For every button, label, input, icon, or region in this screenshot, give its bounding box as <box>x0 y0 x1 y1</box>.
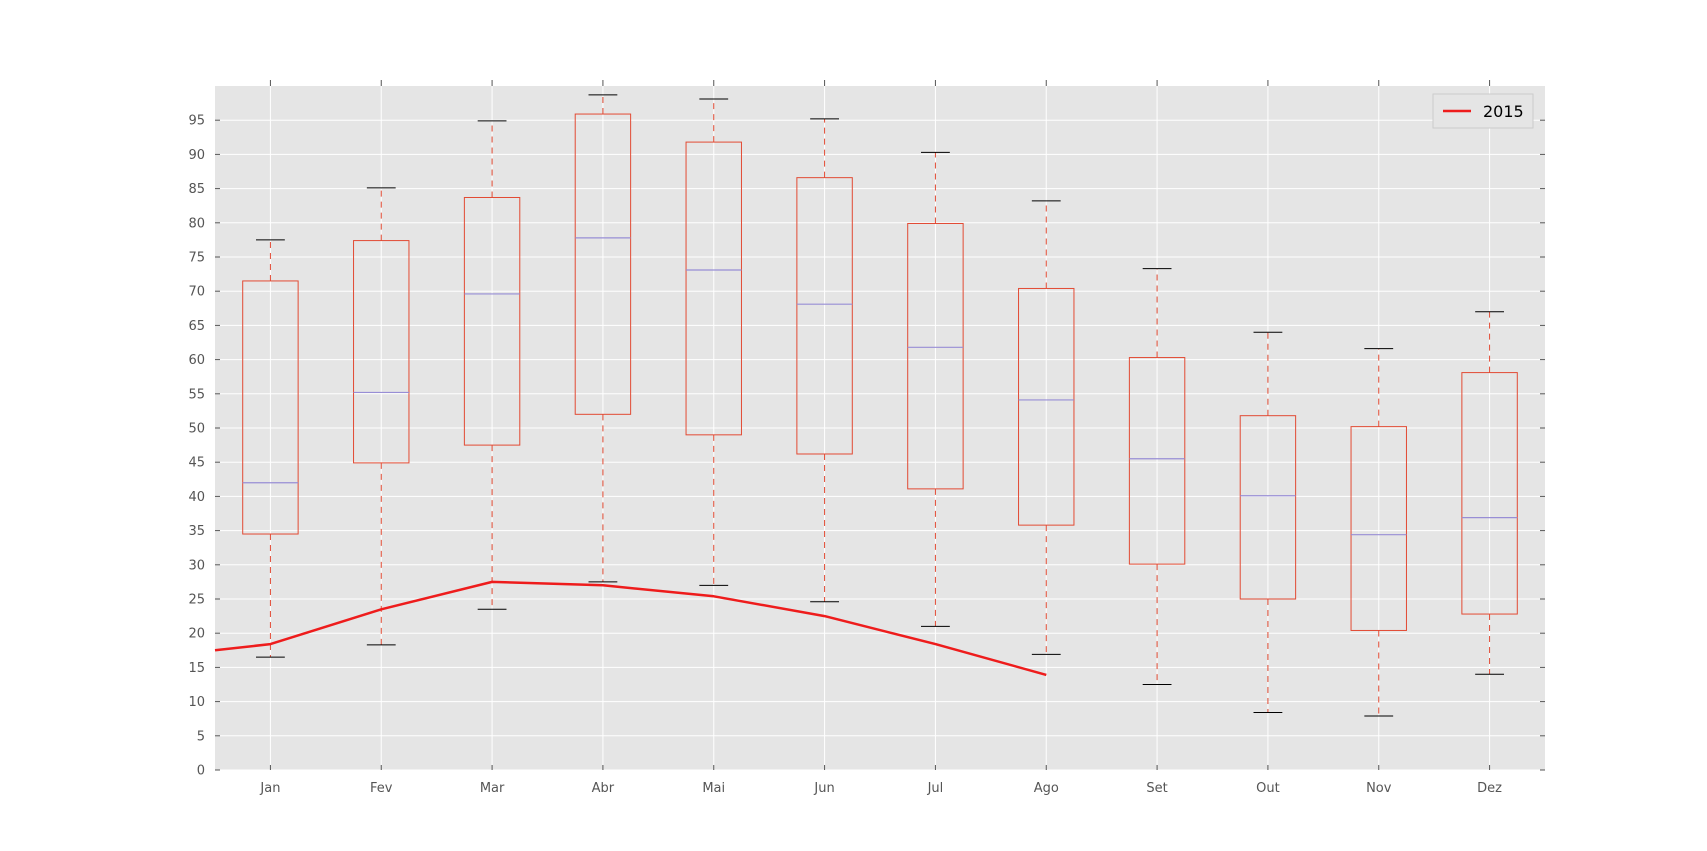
box-Nov <box>1350 348 1407 717</box>
box-Mar <box>463 120 521 610</box>
ytick-label-5: 5 <box>197 729 205 744</box>
grid-lines <box>215 86 1545 771</box>
box-body-Jul <box>907 222 964 490</box>
ytick-label-15: 15 <box>188 661 205 676</box>
box-body-Ago <box>1018 287 1075 526</box>
box-body-Mar <box>463 196 521 446</box>
xtick-label-Mai: Mai <box>702 781 725 796</box>
xtick-label-Jan: Jan <box>259 781 280 796</box>
ytick-label-35: 35 <box>188 524 205 539</box>
xtick-label-Dez: Dez <box>1477 781 1502 796</box>
box-body-Mai <box>685 141 742 436</box>
xtick-label-Jun: Jun <box>813 781 834 796</box>
box-Jan <box>242 239 299 658</box>
box-Jul <box>907 151 964 627</box>
xtick-label-Mar: Mar <box>480 781 505 796</box>
box-Ago <box>1018 200 1075 655</box>
ytick-label-25: 25 <box>188 593 205 608</box>
ytick-label-50: 50 <box>188 422 205 437</box>
box-Dez <box>1461 311 1518 675</box>
box-body-Out <box>1239 415 1297 600</box>
ytick-label-20: 20 <box>188 627 205 642</box>
xtick-label-Out: Out <box>1256 781 1280 796</box>
line-series <box>214 580 1047 677</box>
box-body-Set <box>1128 357 1186 565</box>
box-plots <box>242 94 1518 717</box>
ytick-label-55: 55 <box>188 387 205 402</box>
ytick-label-0: 0 <box>197 764 205 779</box>
box-Jun <box>796 118 853 603</box>
ytick-label-10: 10 <box>188 695 205 710</box>
box-body-Jun <box>796 177 853 455</box>
legend-label-2015: 2015 <box>1483 102 1524 121</box>
axis-ticks: 0 5 10 15 20 25 30 35 40 45 50 55 60 65 70 75 80 85 90 95 Ja… <box>188 80 1545 796</box>
ytick-label-30: 30 <box>188 558 205 573</box>
xtick-label-Fev: Fev <box>370 781 393 796</box>
series-line-2015 <box>214 580 1047 677</box>
xtick-label-Abr: Abr <box>592 781 615 796</box>
ytick-label-60: 60 <box>188 353 205 368</box>
ytick-label-90: 90 <box>188 148 205 163</box>
ytick-label-70: 70 <box>188 285 205 300</box>
box-Mai <box>685 98 742 586</box>
xtick-label-Ago: Ago <box>1034 781 1059 796</box>
ytick-label-45: 45 <box>188 456 205 471</box>
ytick-label-65: 65 <box>188 319 205 334</box>
box-body-Abr <box>574 113 632 415</box>
box-Fev <box>353 187 410 646</box>
xtick-label-Jul: Jul <box>927 781 944 796</box>
box-Set <box>1128 268 1186 685</box>
box-body-Jan <box>242 280 299 535</box>
ytick-label-40: 40 <box>188 490 205 505</box>
ytick-label-95: 95 <box>188 114 205 129</box>
ytick-label-80: 80 <box>188 216 205 231</box>
legend: 2015 <box>1432 93 1534 129</box>
box-body-Nov <box>1350 426 1407 631</box>
box-Out <box>1239 331 1297 714</box>
box-body-Fev <box>353 240 410 464</box>
ytick-label-75: 75 <box>188 251 205 266</box>
box-body-Dez <box>1461 372 1518 615</box>
xtick-label-Set: Set <box>1146 781 1167 796</box>
xtick-label-Nov: Nov <box>1366 781 1392 796</box>
box-Abr <box>574 94 632 583</box>
ytick-label-85: 85 <box>188 182 205 197</box>
